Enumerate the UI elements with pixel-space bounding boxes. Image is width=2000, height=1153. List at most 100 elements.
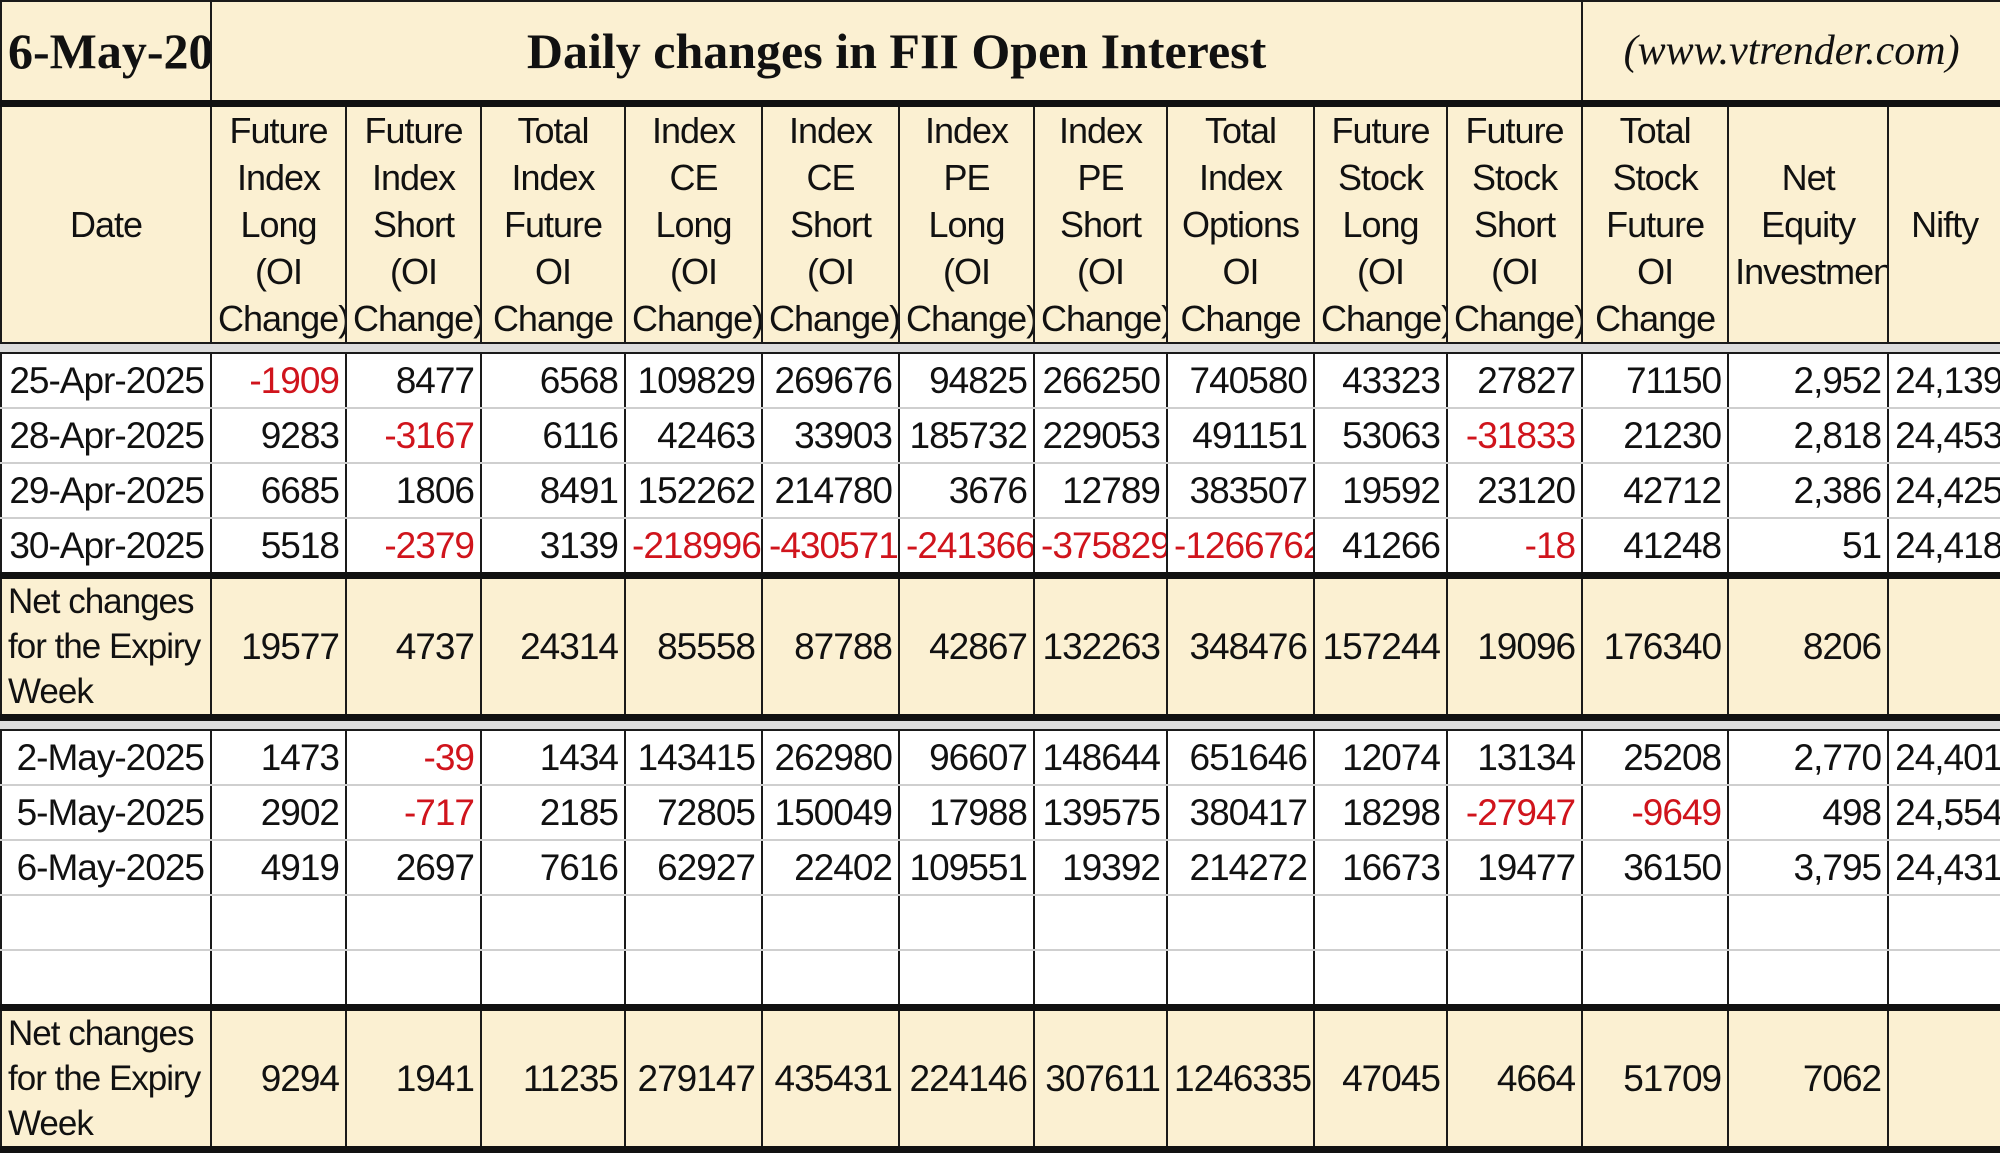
value-cell: 19477 xyxy=(1445,839,1584,896)
value-cell: 214272 xyxy=(1166,839,1315,896)
value-cell: 9294 xyxy=(210,1004,347,1153)
value-cell xyxy=(1887,572,2000,721)
value-cell: 1434 xyxy=(480,729,626,786)
value-cell: 51 xyxy=(1727,517,1890,577)
empty-cell xyxy=(1581,894,1730,951)
empty-cell xyxy=(624,894,763,951)
value-cell: 214780 xyxy=(761,462,900,519)
column-header: Total Stock Future OI Change xyxy=(1581,102,1730,344)
total-label: Net changes for the Expiry Week xyxy=(0,572,212,721)
empty-cell xyxy=(480,949,626,1009)
value-cell: 5518 xyxy=(210,517,347,577)
value-cell: 22402 xyxy=(761,839,900,896)
value-cell: 94825 xyxy=(898,352,1035,409)
value-cell xyxy=(1887,1004,2000,1153)
value-cell: 266250 xyxy=(1033,352,1168,409)
value-cell: 7616 xyxy=(480,839,626,896)
column-header: Total Index Options OI Change xyxy=(1166,102,1315,344)
value-cell: 42867 xyxy=(898,572,1035,721)
empty-cell xyxy=(1581,949,1730,1009)
value-cell: 4737 xyxy=(345,572,482,721)
empty-cell xyxy=(0,894,212,951)
column-header: Index CE Long (OI Change) xyxy=(624,102,763,344)
value-cell: 185732 xyxy=(898,407,1035,464)
value-cell: 2,770 xyxy=(1727,729,1890,786)
empty-cell xyxy=(761,894,900,951)
empty-cell xyxy=(761,949,900,1009)
value-cell: 157244 xyxy=(1313,572,1448,721)
value-cell: 150049 xyxy=(761,784,900,841)
value-cell: 19096 xyxy=(1445,572,1584,721)
empty-cell xyxy=(345,894,482,951)
value-cell: 21230 xyxy=(1581,407,1730,464)
value-cell: 71150 xyxy=(1581,352,1730,409)
total-row: Net changes for the Expiry Week 9294 1941 1… xyxy=(0,1004,2000,1153)
column-header: Net Equity Investment xyxy=(1727,102,1890,344)
column-header: Total Index Future OI Change xyxy=(480,102,626,344)
value-cell: 307611 xyxy=(1033,1004,1168,1153)
value-cell: 3139 xyxy=(480,517,626,577)
value-cell: 1473 xyxy=(210,729,347,786)
value-cell: -1909 xyxy=(210,352,347,409)
value-cell: 43323 xyxy=(1313,352,1448,409)
value-cell: 4919 xyxy=(210,839,347,896)
value-cell: -375829 xyxy=(1033,517,1168,577)
empty-cell xyxy=(1727,949,1890,1009)
value-cell: 269676 xyxy=(761,352,900,409)
date-cell: 25-Apr-2025 xyxy=(0,352,212,409)
divider-cell xyxy=(0,716,2000,731)
value-cell: 348476 xyxy=(1166,572,1315,721)
empty-cell xyxy=(898,894,1035,951)
divider-cell xyxy=(0,342,2000,354)
empty-cell xyxy=(1727,894,1890,951)
value-cell: 4664 xyxy=(1445,1004,1584,1153)
value-cell: 19392 xyxy=(1033,839,1168,896)
value-cell: -39 xyxy=(345,729,482,786)
value-cell: 72805 xyxy=(624,784,763,841)
value-cell: 16673 xyxy=(1313,839,1448,896)
empty-cell xyxy=(210,894,347,951)
table-row: 2-May-2025 1473 -39 1434 143415 262980 96607 14… xyxy=(0,729,2000,786)
value-cell: 148644 xyxy=(1033,729,1168,786)
empty-cell xyxy=(1033,894,1168,951)
column-header: Index PE Long (OI Change) xyxy=(898,102,1035,344)
empty-row xyxy=(0,894,2000,951)
value-cell: 491151 xyxy=(1166,407,1315,464)
value-cell: 87788 xyxy=(761,572,900,721)
value-cell: 3676 xyxy=(898,462,1035,519)
date-cell: 2-May-2025 xyxy=(0,729,212,786)
value-cell: 12074 xyxy=(1313,729,1448,786)
value-cell: -31833 xyxy=(1445,407,1584,464)
value-cell: 2697 xyxy=(345,839,482,896)
column-header: Future Stock Short (OI Change) xyxy=(1445,102,1584,344)
date-cell: 30-Apr-2025 xyxy=(0,517,212,577)
empty-cell xyxy=(624,949,763,1009)
value-cell: 435431 xyxy=(761,1004,900,1153)
value-cell: 224146 xyxy=(898,1004,1035,1153)
value-cell: 229053 xyxy=(1033,407,1168,464)
value-cell: 18298 xyxy=(1313,784,1448,841)
value-cell: 109829 xyxy=(624,352,763,409)
value-cell: 2185 xyxy=(480,784,626,841)
empty-row xyxy=(0,949,2000,1009)
empty-cell xyxy=(1166,949,1315,1009)
value-cell: 12789 xyxy=(1033,462,1168,519)
value-cell: 33903 xyxy=(761,407,900,464)
title-row: 6-May-2025 Daily changes in FII Open Int… xyxy=(0,0,2000,107)
column-header: Future Stock Long (OI Change) xyxy=(1313,102,1448,344)
value-cell: 1941 xyxy=(345,1004,482,1153)
value-cell: 24314 xyxy=(480,572,626,721)
value-cell: -1266762 xyxy=(1166,517,1315,577)
value-cell: 24,554 xyxy=(1887,784,2000,841)
value-cell: 42463 xyxy=(624,407,763,464)
column-header: Date xyxy=(0,102,212,344)
value-cell: 62927 xyxy=(624,839,763,896)
value-cell: 96607 xyxy=(898,729,1035,786)
column-header: Future Index Long (OI Change) xyxy=(210,102,347,344)
report-date: 6-May-2025 xyxy=(0,0,212,107)
page-title: Daily changes in FII Open Interest xyxy=(209,0,1584,107)
value-cell: -241366 xyxy=(898,517,1035,577)
empty-cell xyxy=(1887,949,2000,1009)
value-cell: -430571 xyxy=(761,517,900,577)
